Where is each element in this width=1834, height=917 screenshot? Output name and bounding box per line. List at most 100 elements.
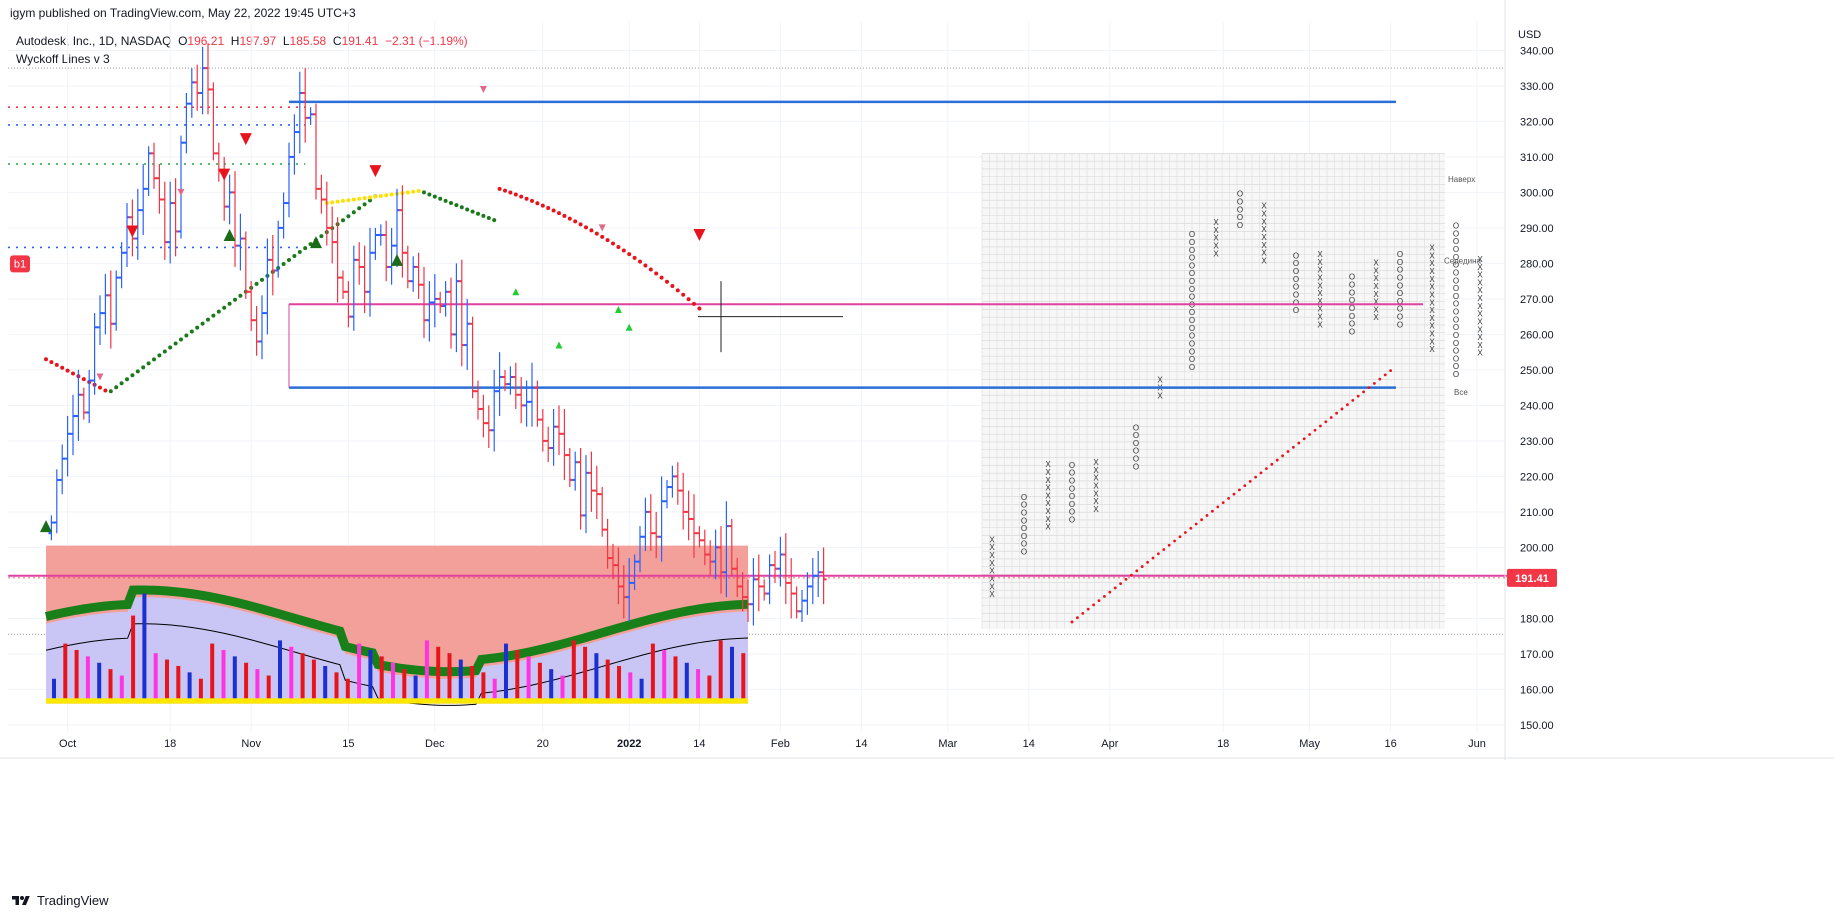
sar-dot xyxy=(443,198,448,203)
pnf-glyph: O xyxy=(1021,524,1027,533)
pnf-glyph: O xyxy=(1189,347,1195,356)
y-tick-label: 310.00 xyxy=(1520,152,1554,164)
pnf-glyph: O xyxy=(1397,258,1403,267)
symbol-name[interactable]: Autodesk, Inc., 1D, NASDAQ xyxy=(16,34,172,48)
sar-dot xyxy=(665,279,669,284)
sar-dot xyxy=(389,192,394,197)
pnf-glyph: X xyxy=(1045,460,1051,469)
y-tick-label: 220.00 xyxy=(1520,471,1554,483)
volume-bar xyxy=(85,656,90,699)
volume-bar xyxy=(255,669,260,699)
indicator-title[interactable]: Wyckoff Lines v 3 xyxy=(16,52,110,66)
footer-brand: TradingView xyxy=(37,893,109,908)
volume-bar xyxy=(244,662,249,699)
high-value: 197.97 xyxy=(239,34,277,48)
sell-triangle xyxy=(693,229,706,241)
sar-dot xyxy=(1167,543,1171,547)
volume-bar xyxy=(571,640,576,699)
volume-bar xyxy=(730,646,734,699)
volume-bar xyxy=(458,659,463,699)
volume-bar xyxy=(210,643,215,699)
sar-dot xyxy=(368,198,372,203)
pnf-glyph: O xyxy=(1293,290,1299,299)
sar-dot xyxy=(1265,467,1268,470)
x-tick-label: 14 xyxy=(855,738,867,750)
pnf-glyph: X xyxy=(989,574,995,583)
sar-dot xyxy=(616,244,621,249)
pnf-glyph: X xyxy=(1429,290,1435,299)
sar-dot xyxy=(1275,458,1279,462)
volume-bar xyxy=(617,665,621,699)
sar-dot xyxy=(567,216,572,221)
pnf-glyph: O xyxy=(1453,276,1459,285)
pnf-glyph: X xyxy=(1477,325,1483,334)
small-buy-triangle xyxy=(555,341,563,349)
sar-dot xyxy=(60,365,65,370)
tradingview-footer[interactable]: TradingView xyxy=(10,893,109,908)
volume-bar xyxy=(413,675,418,699)
buy-triangle xyxy=(223,229,236,241)
volume-bar xyxy=(278,640,282,699)
b1-label: b1 xyxy=(14,258,26,270)
pnf-glyph: O xyxy=(1293,275,1299,284)
sar-dot xyxy=(108,389,113,394)
sar-dot xyxy=(1184,531,1187,534)
sar-dot xyxy=(189,329,194,334)
pnf-glyph: X xyxy=(989,551,995,560)
sar-dot xyxy=(157,353,162,358)
pnf-glyph: O xyxy=(1189,308,1195,317)
y-tick-label: 230.00 xyxy=(1520,436,1554,448)
pnf-glyph: X xyxy=(1045,476,1051,485)
pnf-glyph: O xyxy=(1189,261,1195,270)
x-tick-label: Apr xyxy=(1101,738,1118,750)
x-tick-label: 15 xyxy=(342,738,354,750)
price-chart[interactable]: XXXXXXXXOOOOOOOOXXXXXXXXXOOOOOOOOXXXXXXX… xyxy=(0,0,1834,890)
pnf-glyph: O xyxy=(1453,222,1459,231)
y-tick-label: 340.00 xyxy=(1520,45,1554,57)
pnf-glyph: O xyxy=(1453,292,1459,301)
sar-dot xyxy=(287,257,291,262)
pnf-glyph: X xyxy=(1373,259,1379,268)
pnf-glyph: O xyxy=(1349,304,1355,313)
pnf-glyph: O xyxy=(1021,501,1027,510)
pnf-glyph: O xyxy=(1069,469,1075,478)
sar-dot xyxy=(1157,552,1160,556)
close-value: 191.41 xyxy=(341,34,379,48)
pnf-glyph: X xyxy=(1261,233,1267,242)
sar-dot xyxy=(146,361,151,366)
pnf-glyph: X xyxy=(1045,515,1051,524)
pnf-glyph: O xyxy=(1069,484,1075,493)
sar-dot xyxy=(292,254,297,259)
volume-bar xyxy=(334,672,339,699)
pnf-glyph: X xyxy=(1213,226,1219,235)
sar-dot xyxy=(659,275,664,280)
sar-dot xyxy=(551,208,556,213)
sell-triangle xyxy=(218,168,231,181)
sar-dot xyxy=(373,194,378,199)
pnf-glyph: O xyxy=(1293,259,1299,268)
pnf-zone-label: Все xyxy=(1454,388,1468,397)
pnf-glyph: O xyxy=(1453,339,1459,348)
pnf-glyph: O xyxy=(1397,289,1403,298)
buy-triangle xyxy=(40,520,52,533)
sar-dot xyxy=(195,325,200,330)
sar-dot xyxy=(357,196,362,201)
volume-bar xyxy=(549,669,554,699)
sar-dot xyxy=(1340,407,1344,411)
buy-triangle xyxy=(310,236,322,249)
sar-dot xyxy=(1119,582,1122,586)
sar-dot xyxy=(1211,509,1214,513)
pnf-glyph: O xyxy=(1133,423,1139,432)
volume-bar xyxy=(684,662,689,699)
small-sell-triangle xyxy=(598,224,606,232)
sar-dot xyxy=(1092,603,1095,607)
pnf-glyph: O xyxy=(1453,261,1459,270)
pnf-glyph: X xyxy=(1261,225,1267,234)
sar-dot xyxy=(211,313,216,318)
sar-dot xyxy=(162,349,167,354)
sar-dot xyxy=(346,214,351,219)
volume-panel xyxy=(44,545,749,706)
sar-dot xyxy=(200,321,205,326)
volume-bar xyxy=(639,678,644,699)
sar-dot xyxy=(1259,471,1263,475)
